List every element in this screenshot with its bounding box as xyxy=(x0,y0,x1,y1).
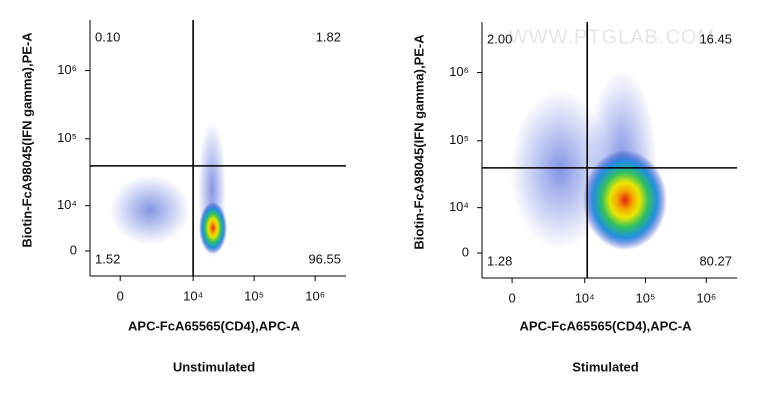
x-tick-label: 0 xyxy=(508,290,515,305)
chart-title: Unstimulated xyxy=(173,359,255,374)
x-axis-label: APC-FcA65565(CD4),APC-A xyxy=(520,318,693,333)
quadrant-percent: 16.45 xyxy=(699,31,732,46)
quadrant-percent: 96.55 xyxy=(308,251,341,266)
x-tick-label: 10⁵ xyxy=(636,290,656,305)
chart-title: Stimulated xyxy=(572,359,639,374)
y-axis-label: Biotin-FcA98045(IFN gamma),PE-A xyxy=(19,32,34,248)
y-tick-label: 10⁶ xyxy=(449,64,469,79)
quadrant-percent: 1.82 xyxy=(316,29,341,44)
quadrant-percent: 0.10 xyxy=(95,29,120,44)
x-tick-label: 10⁵ xyxy=(244,288,264,303)
y-tick-label: 10⁵ xyxy=(57,130,77,145)
x-tick-label: 10⁶ xyxy=(305,288,325,303)
y-tick-label: 0 xyxy=(462,244,469,259)
density-cloud xyxy=(110,175,190,245)
quadrant-percent: 80.27 xyxy=(699,253,732,268)
density-cloud xyxy=(199,202,227,254)
y-tick-label: 10⁴ xyxy=(449,199,469,214)
quadrant-percent: 1.28 xyxy=(487,253,512,268)
quadrant-percent: 2.00 xyxy=(487,31,512,46)
y-tick-label: 10⁶ xyxy=(57,62,77,77)
x-tick-label: 10⁴ xyxy=(575,290,595,305)
y-tick-label: 10⁴ xyxy=(57,197,77,212)
quadrant-percent: 1.52 xyxy=(95,251,120,266)
density-cloud xyxy=(583,150,667,250)
y-tick-label: 0 xyxy=(70,242,77,257)
watermark: WWW.PTGLAB.COM xyxy=(509,26,715,48)
x-tick-label: 10⁴ xyxy=(183,288,203,303)
x-tick-label: 10⁶ xyxy=(696,290,716,305)
y-axis-label: Biotin-FcA98045(IFN gamma),PE-A xyxy=(411,34,426,250)
x-tick-label: 0 xyxy=(117,288,124,303)
x-axis-label: APC-FcA65565(CD4),APC-A xyxy=(128,318,301,333)
y-tick-label: 10⁵ xyxy=(449,132,469,147)
